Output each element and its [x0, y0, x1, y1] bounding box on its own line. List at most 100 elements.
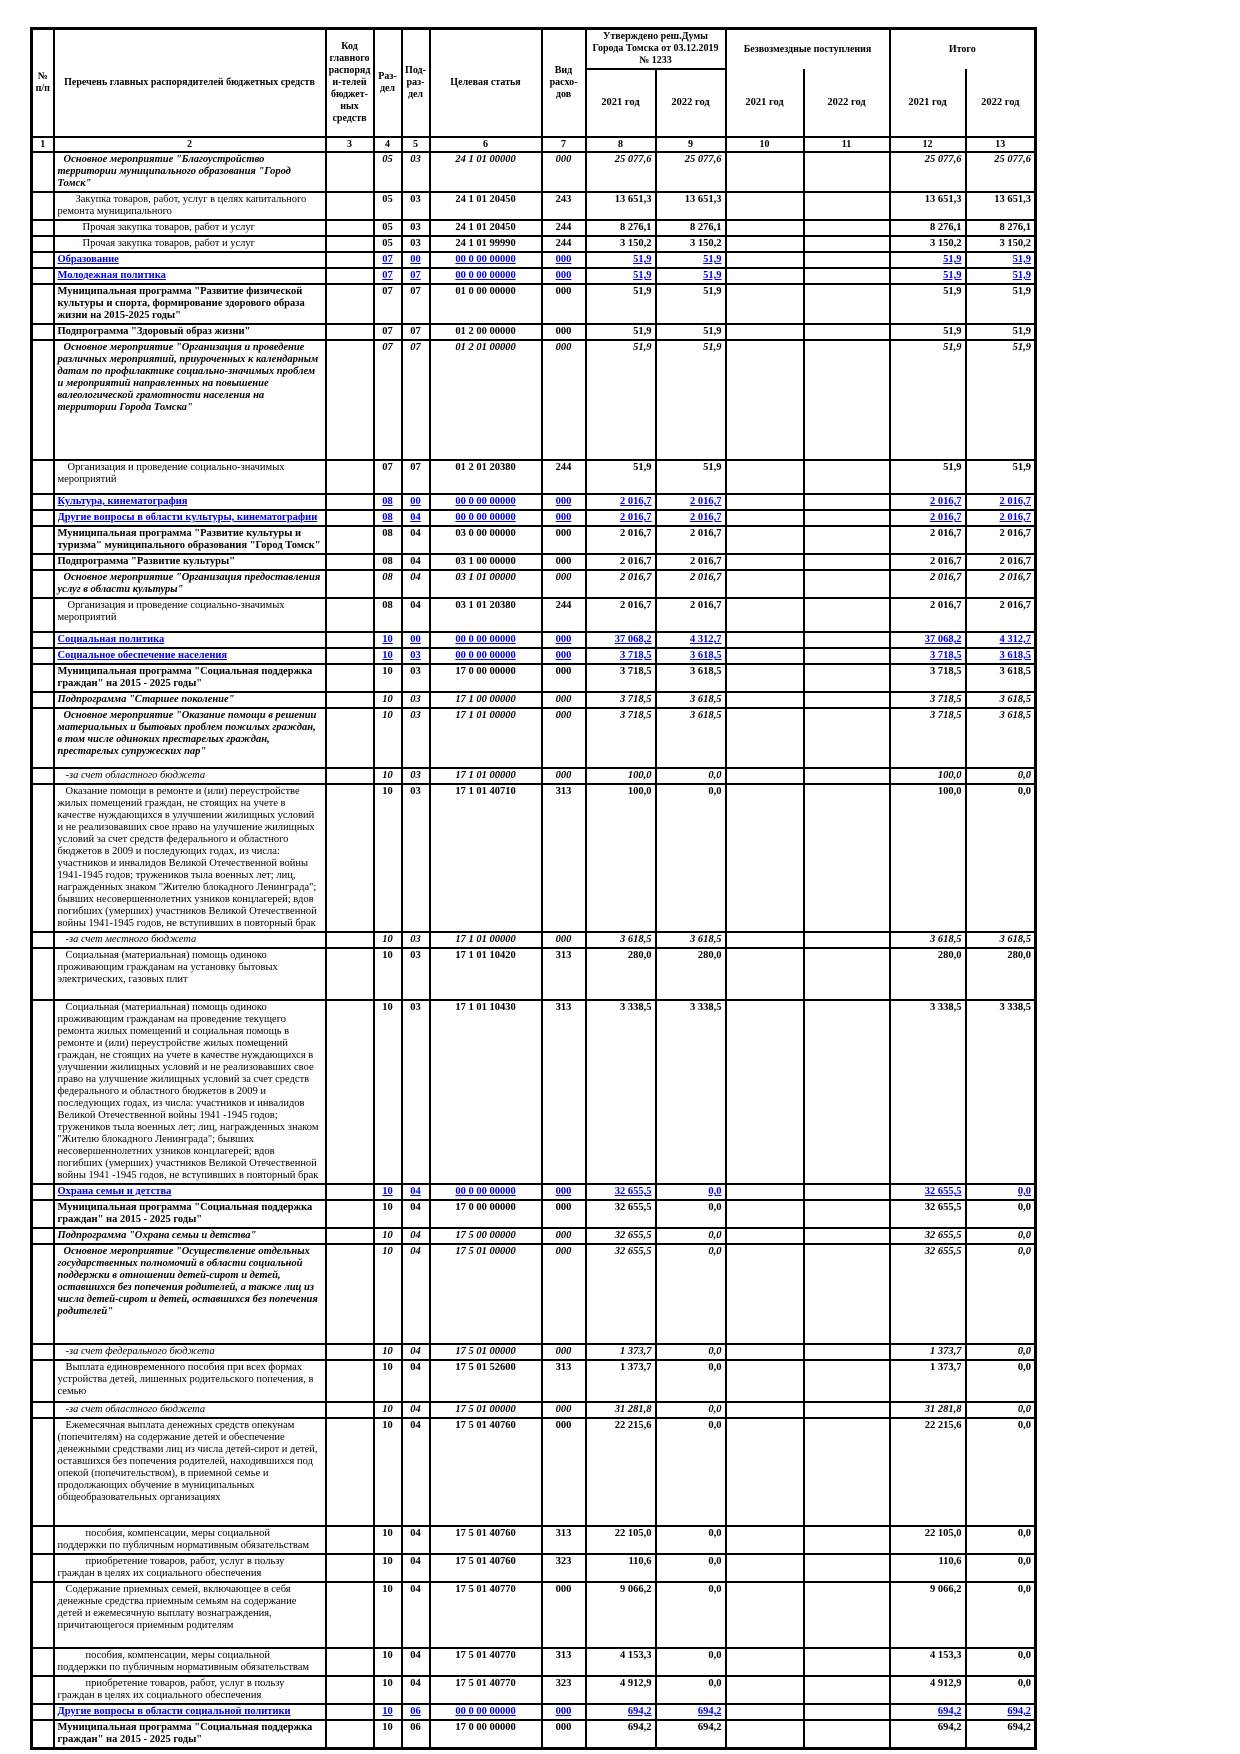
gratuitous-2022 [802, 707, 891, 769]
target-article: 17 5 01 40770 [428, 1647, 543, 1677]
approved-2022: 25 077,6 [654, 151, 727, 193]
total-2022: 8 276,1 [964, 219, 1037, 237]
total-2022: 0,0 [964, 1401, 1037, 1419]
grbs-code [324, 999, 375, 1185]
grbs-code [324, 1675, 375, 1705]
grbs-code [324, 647, 375, 665]
grbs-code [324, 663, 375, 693]
total-2022: 51,9 [964, 251, 1037, 269]
gratuitous-2021 [724, 219, 805, 237]
table-row: Другие вопросы в области культуры, кинем… [30, 509, 1037, 527]
approved-2022: 3 618,5 [654, 647, 727, 665]
razdel: 08 [372, 509, 403, 527]
podrazdel: 04 [400, 1359, 431, 1403]
row-label: Социальная (материальная) помощь одиноко… [52, 999, 327, 1185]
row-label: Социальная (материальная) помощь одиноко… [52, 947, 327, 1001]
header-group-gratuitous: Безвозмездные поступления [724, 27, 891, 69]
total-2021: 110,6 [888, 1553, 967, 1583]
total-2022: 3 150,2 [964, 235, 1037, 253]
expense-kind: 000 [540, 509, 587, 527]
podrazdel: 03 [400, 999, 431, 1185]
total-2022: 3 618,5 [964, 691, 1037, 709]
gratuitous-2021 [724, 1417, 805, 1527]
target-article: 00 0 00 00000 [428, 267, 543, 285]
gratuitous-2022 [802, 1675, 891, 1705]
total-2021: 2 016,7 [888, 597, 967, 633]
header-groups-row: № п/п Перечень главных распорядителей бю… [30, 27, 1037, 138]
gratuitous-2021 [724, 1703, 805, 1721]
total-2021: 4 153,3 [888, 1647, 967, 1677]
total-2022: 0,0 [964, 767, 1037, 785]
approved-2022: 280,0 [654, 947, 727, 1001]
approved-2022: 2 016,7 [654, 493, 727, 511]
approved-2021: 13 651,3 [584, 191, 657, 221]
approved-2021: 51,9 [584, 283, 657, 325]
gratuitous-2022 [802, 1581, 891, 1649]
razdel: 07 [372, 283, 403, 325]
expense-kind: 323 [540, 1553, 587, 1583]
grbs-code [324, 1243, 375, 1345]
table-row: Прочая закупка товаров, работ и услуг 05 0… [30, 235, 1037, 253]
grbs-code [324, 219, 375, 237]
row-label: Муниципальная программа "Социальная подд… [52, 1199, 327, 1229]
row-num [30, 251, 55, 269]
gratuitous-2022 [802, 999, 891, 1185]
target-article: 17 1 01 10430 [428, 999, 543, 1185]
table-row: Содержание приемных семей, включающее в … [30, 1581, 1037, 1649]
table-row: Муниципальная программа "Социальная подд… [30, 1199, 1037, 1229]
grbs-code [324, 323, 375, 341]
approved-2022: 0,0 [654, 1227, 727, 1245]
approved-2021: 22 215,6 [584, 1417, 657, 1527]
target-article: 17 0 00 00000 [428, 1719, 543, 1750]
razdel: 07 [372, 267, 403, 285]
target-article: 00 0 00 00000 [428, 1183, 543, 1201]
total-2022: 0,0 [964, 1243, 1037, 1345]
gratuitous-2021 [724, 663, 805, 693]
total-2021: 3 718,5 [888, 707, 967, 769]
gratuitous-2021 [724, 1719, 805, 1750]
total-2021: 3 618,5 [888, 931, 967, 949]
approved-2021: 32 655,5 [584, 1227, 657, 1245]
row-num [30, 525, 55, 555]
expense-kind: 244 [540, 219, 587, 237]
header-grbs-code: Код главного распоряди-телей бюджет-ных … [324, 27, 375, 138]
header-group-total: Итого [888, 27, 1037, 69]
gratuitous-2022 [802, 151, 891, 193]
table-row: Основное мероприятие "Благоустройство те… [30, 151, 1037, 193]
total-2022: 25 077,6 [964, 151, 1037, 193]
row-label: Подпрограмма "Старшее поколение" [52, 691, 327, 709]
approved-2021: 694,2 [584, 1719, 657, 1750]
row-label: Охрана семьи и детства [52, 1183, 327, 1201]
total-2022: 2 016,7 [964, 553, 1037, 571]
expense-kind: 000 [540, 691, 587, 709]
grbs-code [324, 191, 375, 221]
row-label: Подпрограмма "Развитие культуры" [52, 553, 327, 571]
total-2021: 4 912,9 [888, 1675, 967, 1705]
row-num [30, 1401, 55, 1419]
grbs-code [324, 1199, 375, 1229]
table-row: -за счет областного бюджета 10 03 17 1 01 0… [30, 767, 1037, 785]
total-2022: 0,0 [964, 1343, 1037, 1361]
approved-2022: 0,0 [654, 1417, 727, 1527]
podrazdel: 03 [400, 707, 431, 769]
row-label: Другие вопросы в области социальной поли… [52, 1703, 327, 1721]
total-2022: 0,0 [964, 1581, 1037, 1649]
col-number: 9 [654, 136, 727, 153]
target-article: 17 1 01 40710 [428, 783, 543, 933]
grbs-code [324, 767, 375, 785]
approved-2021: 22 105,0 [584, 1525, 657, 1555]
podrazdel: 04 [400, 569, 431, 599]
row-num [30, 1581, 55, 1649]
razdel: 10 [372, 1719, 403, 1750]
razdel: 10 [372, 647, 403, 665]
gratuitous-2022 [802, 631, 891, 649]
razdel: 10 [372, 1183, 403, 1201]
approved-2021: 2 016,7 [584, 525, 657, 555]
approved-2021: 2 016,7 [584, 569, 657, 599]
row-label: Ежемесячная выплата денежных средств опе… [52, 1417, 327, 1527]
col-number: 3 [324, 136, 375, 153]
razdel: 10 [372, 783, 403, 933]
header-approved-2021: 2021 год [584, 68, 657, 138]
gratuitous-2021 [724, 597, 805, 633]
razdel: 08 [372, 553, 403, 571]
